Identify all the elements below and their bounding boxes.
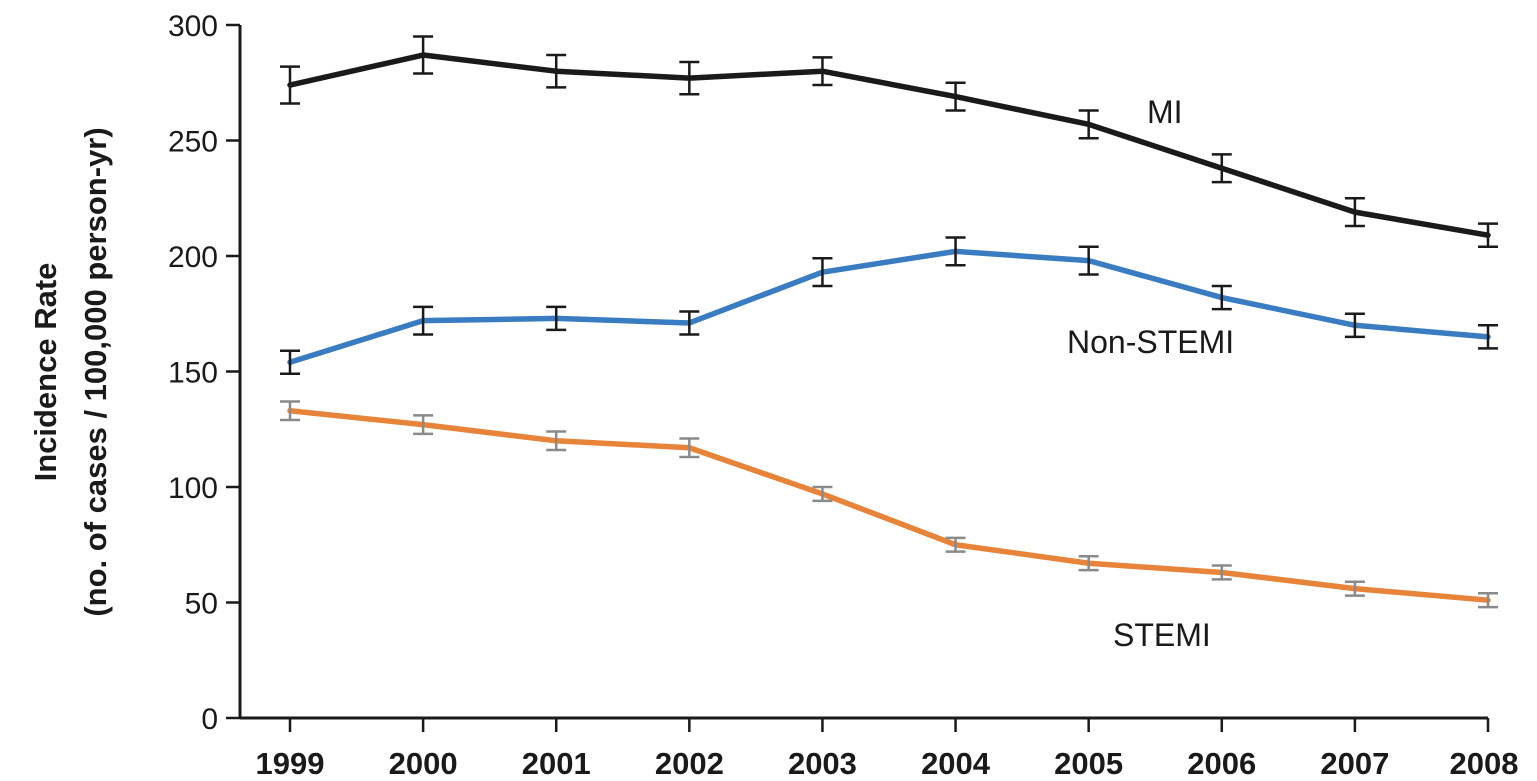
y-axis-label-line-1: Incidence Rate: [28, 263, 63, 482]
series-group: [280, 35, 1498, 609]
y-axis-label: Incidence Rate (no. of cases / 100,000 p…: [28, 127, 113, 616]
series-label-mi: MI: [1147, 94, 1183, 130]
x-tick-label: 2000: [389, 746, 458, 781]
x-tick-label: 2003: [788, 746, 857, 781]
error-bar: [945, 81, 966, 112]
y-tick-label: 100: [168, 472, 218, 505]
x-tick-label: 2001: [522, 746, 591, 781]
x-tick-label: 2002: [655, 746, 724, 781]
y-ticks: 0 50 100 150 200 250 300: [168, 10, 240, 736]
error-bar: [1344, 197, 1365, 228]
series-line: [287, 408, 1491, 603]
error-bar: [1478, 324, 1498, 350]
error-bar: [1478, 222, 1498, 249]
error-bar: [812, 485, 833, 503]
error-bar: [1211, 284, 1232, 311]
x-tick-label: 2007: [1320, 746, 1389, 781]
axes: [238, 25, 1488, 720]
error-bar: [280, 65, 300, 105]
error-bar: [1078, 245, 1099, 276]
error-bar: [945, 536, 966, 553]
error-bar: [546, 53, 567, 89]
error-bar: [1211, 153, 1232, 184]
error-bar: [1078, 109, 1099, 140]
series-non-stemi: [280, 236, 1498, 376]
x-tick-label: 2008: [1450, 746, 1519, 781]
x-tick-label: 2006: [1187, 746, 1256, 781]
series-label-non-stemi: Non-STEMI: [1067, 324, 1234, 360]
y-tick-label: 200: [168, 241, 218, 274]
x-tick-label: 2004: [921, 746, 991, 781]
error-bar: [679, 437, 700, 459]
error-bar: [280, 349, 300, 376]
series-line: [287, 248, 1491, 366]
error-bar: [812, 257, 833, 288]
series-stemi: [280, 400, 1498, 609]
y-axis-label-line-2: (no. of cases / 100,000 person-yr): [78, 127, 113, 616]
x-tick-label: 2005: [1054, 746, 1123, 781]
error-bar: [1211, 564, 1232, 581]
error-bar: [546, 430, 567, 452]
series-labels: MI Non-STEMI STEMI: [1067, 94, 1234, 653]
error-bar: [413, 414, 434, 436]
error-bar: [1078, 555, 1099, 572]
x-ticks: 1999 2000 2001 2002 2003 2004 2005 2006 2007 2008: [256, 718, 1519, 781]
error-bar: [679, 60, 700, 96]
y-tick-label: 300: [168, 10, 218, 43]
error-bar: [413, 35, 434, 75]
series-label-stemi: STEMI: [1113, 617, 1211, 653]
error-bar: [945, 236, 966, 267]
y-tick-label: 150: [168, 357, 218, 390]
error-bar: [280, 400, 300, 422]
x-tick-label: 1999: [256, 746, 325, 781]
error-bar: [1344, 580, 1365, 597]
y-tick-label: 0: [201, 703, 218, 736]
error-bar: [546, 305, 567, 332]
error-bar: [812, 56, 833, 87]
y-tick-label: 50: [185, 588, 218, 621]
error-bar: [1344, 312, 1365, 339]
error-bar: [679, 310, 700, 336]
series-line: [287, 52, 1491, 238]
series-mi: [280, 35, 1498, 249]
y-tick-label: 250: [168, 126, 218, 159]
error-bar: [1478, 592, 1498, 609]
error-bar: [413, 305, 434, 336]
